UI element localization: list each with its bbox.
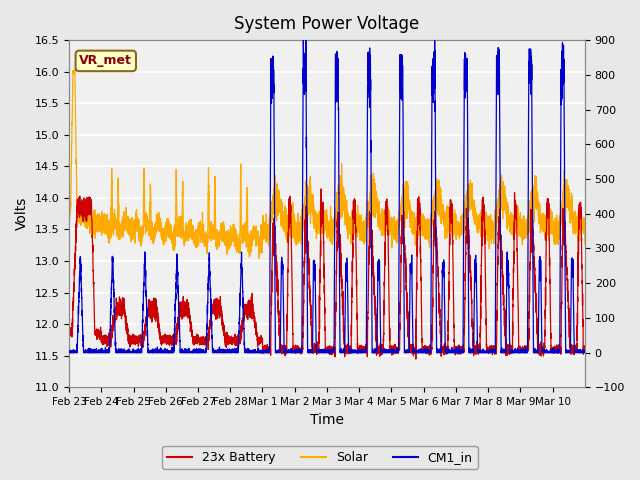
CM1_in	[188, 348, 195, 354]
X-axis label: Time: Time	[310, 413, 344, 427]
Line: CM1_in: CM1_in	[69, 40, 585, 353]
Line: Solar: Solar	[69, 70, 585, 259]
CM1_in	[190, 349, 198, 355]
Solar	[577, 216, 585, 222]
CM1_in	[185, 350, 193, 356]
CM1_in	[300, 37, 307, 43]
Y-axis label: Volts: Volts	[15, 197, 29, 230]
23x Battery	[296, 348, 304, 353]
Solar	[71, 67, 79, 72]
Solar	[296, 224, 304, 230]
23x Battery	[412, 356, 420, 362]
Solar	[191, 239, 198, 244]
CM1_in	[581, 350, 589, 356]
Solar	[255, 256, 262, 262]
Solar	[581, 241, 589, 247]
23x Battery	[260, 348, 268, 354]
CM1_in	[260, 347, 268, 352]
23x Battery	[577, 206, 585, 212]
Line: 23x Battery: 23x Battery	[69, 189, 585, 359]
23x Battery	[190, 340, 198, 346]
CM1_in	[296, 349, 304, 355]
Legend: 23x Battery, Solar, CM1_in: 23x Battery, Solar, CM1_in	[163, 446, 477, 469]
Solar	[188, 230, 195, 236]
Title: System Power Voltage: System Power Voltage	[234, 15, 420, 33]
CM1_in	[65, 350, 73, 356]
Text: VR_met: VR_met	[79, 54, 132, 67]
Solar	[185, 223, 193, 229]
23x Battery	[185, 305, 193, 311]
23x Battery	[581, 343, 589, 348]
Solar	[260, 227, 268, 233]
23x Battery	[188, 327, 195, 333]
23x Battery	[317, 186, 325, 192]
23x Battery	[65, 328, 73, 334]
Solar	[65, 206, 73, 212]
CM1_in	[577, 349, 585, 355]
